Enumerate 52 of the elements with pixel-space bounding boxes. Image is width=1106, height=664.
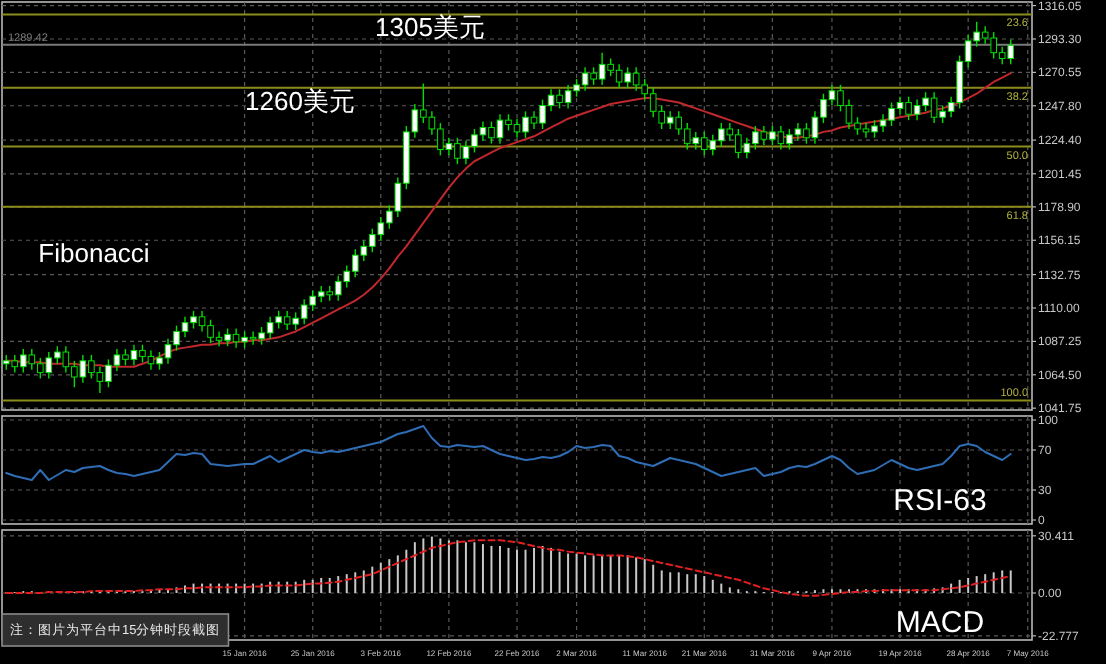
candlestick [709, 134, 717, 157]
candlestick [1007, 38, 1015, 66]
candlestick [488, 120, 495, 145]
annotation: Fibonacci [38, 238, 150, 268]
candlestick [496, 113, 504, 145]
candlestick [513, 117, 521, 139]
candlestick [232, 327, 240, 349]
candlestick [760, 125, 768, 146]
candlestick [845, 98, 853, 130]
candlestick [249, 330, 257, 346]
candlestick [334, 275, 342, 302]
candlestick [777, 125, 785, 151]
candlestick [368, 228, 376, 253]
candlestick [198, 310, 206, 333]
candlestick [615, 63, 623, 89]
candlestick [45, 351, 53, 380]
candlestick [351, 248, 359, 278]
candlestick [79, 354, 87, 384]
annotation: 1305美元 [375, 12, 485, 42]
annotation: 1260美元 [245, 86, 355, 116]
candlestick [913, 98, 921, 121]
annotation: MACD [895, 606, 985, 640]
candlestick [581, 66, 589, 92]
candlestick [28, 348, 36, 371]
candlestick [700, 131, 708, 157]
candlestick [649, 87, 657, 118]
candlestick [96, 366, 104, 394]
candlestick [377, 216, 385, 242]
candlestick [539, 98, 546, 130]
candlestick [164, 338, 172, 365]
annotation: RSI-63 [893, 484, 987, 518]
line-series [5, 539, 1012, 597]
candlestick [62, 345, 70, 374]
candlestick [19, 348, 27, 374]
candlestick [930, 91, 938, 124]
candlestick [181, 316, 189, 339]
candlestick [598, 51, 606, 86]
candlestick [283, 310, 291, 331]
candlestick [300, 298, 308, 325]
candlestick [522, 110, 529, 139]
candlestick [743, 137, 751, 159]
candlestick [215, 330, 223, 347]
candlestick [862, 122, 870, 139]
candlestick [173, 324, 180, 352]
candlestick [130, 343, 138, 366]
candlestick [683, 122, 691, 151]
candlestick [675, 110, 683, 136]
candlestick [632, 66, 640, 92]
candlestick [564, 84, 572, 110]
line-series [5, 425, 1012, 481]
candlestick [266, 316, 274, 340]
candlestick [462, 139, 470, 165]
